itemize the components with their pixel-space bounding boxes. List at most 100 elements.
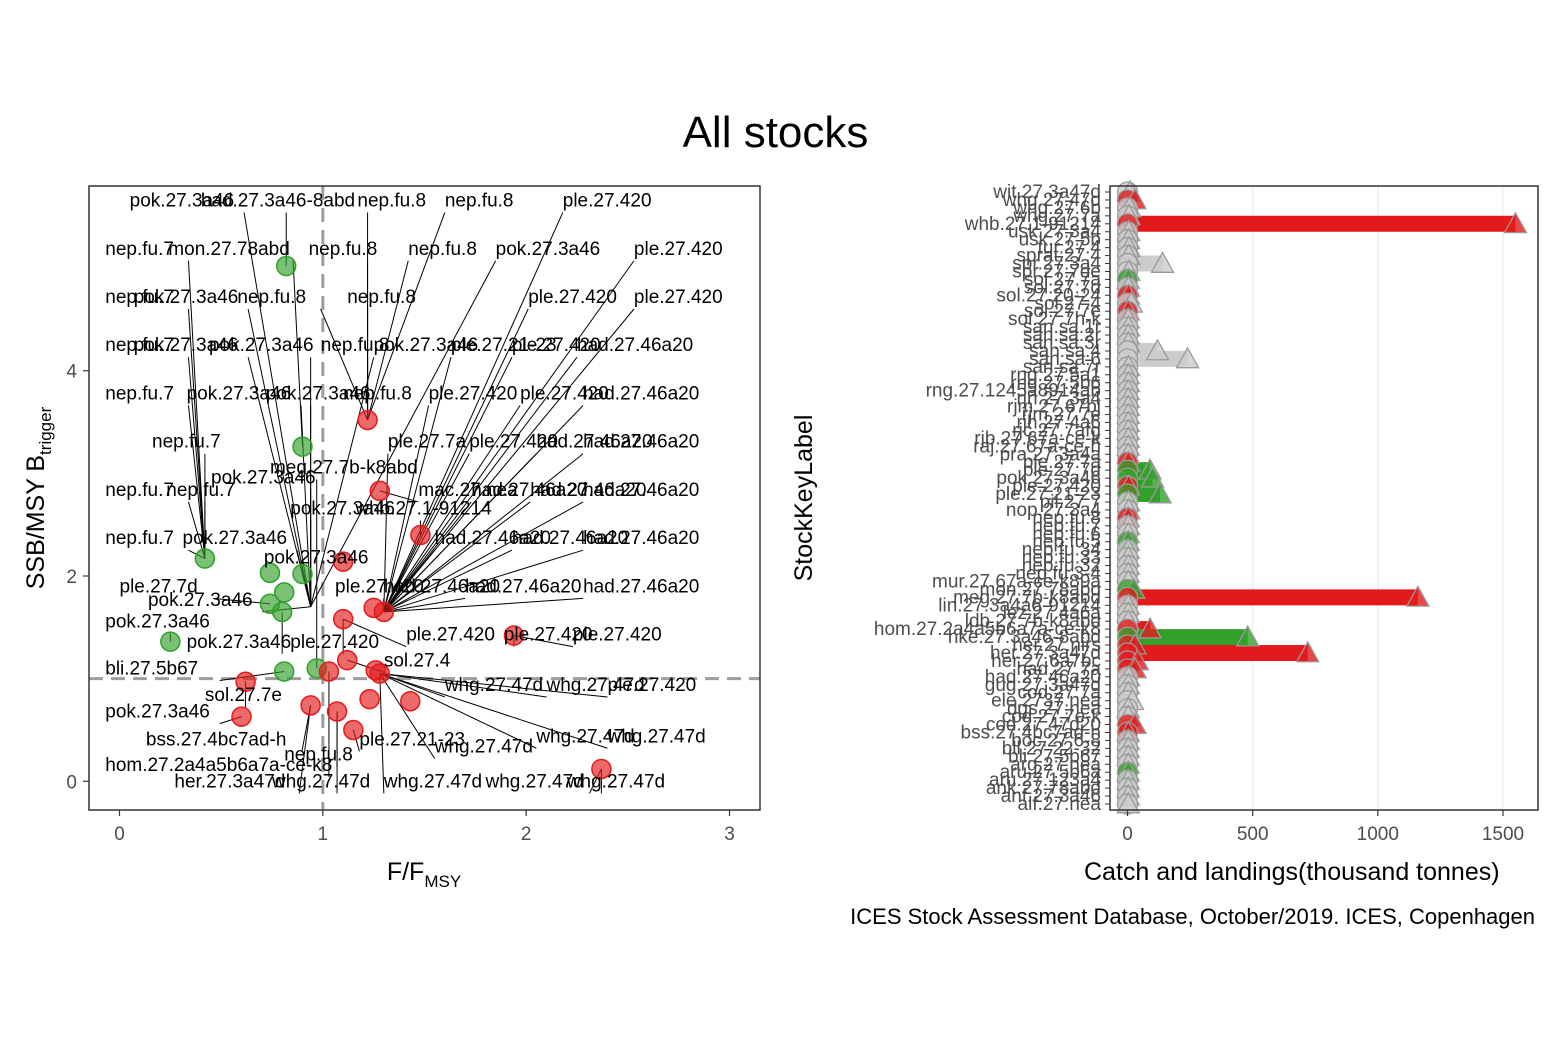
stock-point-green [271,601,293,623]
chart-title: All stocks [682,108,869,157]
stock-label: hom.27.2a4a5b6a7a-ce-k8 [874,619,1101,640]
label-leader-line [383,453,389,612]
point-label: ple.27.420 [406,625,495,646]
label-leader-line [383,405,521,613]
point-label: nep.fu.7 [166,480,235,501]
point-label: nep.fu.7 [152,432,221,453]
stock-point-red [343,719,364,741]
label-leader-line [379,673,537,749]
stock-label: san.sa.3r [1023,333,1102,354]
point-label: had.27.46a20 [512,528,628,549]
catch-x-tick-label: 1000 [1357,824,1399,845]
stock-point-red [357,409,378,431]
stock-label: mur.27.67a-ce-k89a [932,571,1101,592]
stock-label: sol.27.7d [1024,277,1101,298]
point-label: pok.27.3a46 [105,702,210,723]
point-label: nep.fu.8 [445,191,514,212]
label-leader-line [247,308,312,607]
stock-label: ple.27.7d [1023,460,1101,481]
label-leader-line [367,260,409,421]
source-caption: ICES Stock Assessment Database, October/… [850,904,1535,929]
stock-point-red [591,758,612,780]
label-leader-line [379,673,608,749]
point-label: nep.fu.7 [105,480,174,501]
point-label: had.27.46a20 [530,480,646,501]
point-label: mac.27.nea [418,480,518,501]
point-label: ple.27.21-23 [359,729,465,750]
point-label: nep.fu.8 [343,383,412,404]
point-label: whg.27.47d [434,737,533,758]
point-label: had.27.46a20 [583,528,699,549]
catch-x-axis-label: Catch and landings(thousand tonnes) [1084,858,1500,886]
stock-label: ple.27.21-23 [995,484,1101,505]
point-label: nep.fu.7 [105,287,174,308]
y-tick-label: 4 [66,362,77,383]
point-label: nep.fu.8 [321,335,390,356]
point-label: pok.27.3a46 [187,632,292,653]
stock-label: sol.27.7a [1024,269,1102,290]
stock-label: gug.27.3a47d [985,675,1101,696]
point-label: pok.27.3a46 [266,383,371,404]
catch-marker [1140,465,1165,488]
label-leader-line [383,597,584,613]
stock-point-green [273,661,295,682]
point-label: her.27.3a47d [174,771,285,792]
label-leader-line [342,618,407,648]
label-leader-line [383,453,584,613]
point-label: hom.27.2a4a5b6a7a-ce-k8 [105,755,332,776]
point-label: whg.27.47d [546,675,645,696]
point-label: pok.27.3a46 [209,335,314,356]
catch-x-tick-label: 1500 [1482,824,1524,845]
label-leader-line [383,501,531,613]
point-label: ple.27.420 [528,287,617,308]
stock-label: alf.27.nea [1018,794,1102,815]
point-label: sol.27.7e [205,685,282,706]
label-leader-line [383,357,513,613]
point-label: ple.27.420 [520,383,609,404]
point-label: pok.27.3a46 [211,468,316,489]
point-label: had.27.3a46-8abd [201,191,355,212]
label-leader-lines [169,212,635,794]
stock-label: cod.27.47d20 [986,715,1101,736]
stock-label: rjc.27.7afg [1012,420,1101,441]
catch-x-tick-label: 500 [1237,824,1269,845]
stock-label: nep.fu.3-4 [1015,564,1101,585]
point-label: mon.27.78abd [168,239,289,260]
point-label: pok.27.3a46 [130,191,235,212]
point-label: pok.27.3a46 [187,383,292,404]
stock-point-red [300,695,321,716]
stock-label: ple.27.420 [1012,476,1101,497]
stock-label: san.sa.4 [1029,341,1101,362]
stock-label: rjn.27.3a4 [1016,389,1101,410]
point-label: pok.27.3a46 [290,498,395,519]
catch-plot-area [1110,186,1538,810]
point-label: whg.27.47d [607,726,706,747]
stock-label: spr.27.3a4 [1012,254,1101,275]
label-leader-line [367,212,446,421]
x-tick-label: 0 [114,824,125,845]
stock-label: had.27.7a [1016,659,1101,680]
label-leader-line [383,597,466,613]
point-label: ple.27.420 [634,287,723,308]
point-label: had.27.46a20 [435,528,551,549]
stock-label: rjm.27.67bj [1007,397,1101,418]
stock-label: rng.27.5a1 [1010,365,1101,386]
stock-label: cod.27.7a [1018,683,1102,704]
label-leader-line [383,501,584,613]
label-leader-line [379,673,608,698]
point-label: pok.27.3a46 [496,239,601,260]
catch-frame [1109,185,1539,811]
stock-label: lez.27.4a6a [1003,603,1102,624]
point-label: ple.27.420 [290,632,379,653]
label-leader-line [243,212,312,607]
stock-label: bll.27.22-32 [1002,738,1101,759]
point-label: pok.27.3a46 [105,611,210,632]
stock-point-green [160,631,181,652]
catch-y-axis-label: StockKeyLabel [790,415,818,582]
point-label: whg.27.47d [383,771,482,792]
catch-marker [1405,585,1430,607]
catch-marker [1150,251,1175,273]
point-label: ple.27.7d [120,576,198,597]
